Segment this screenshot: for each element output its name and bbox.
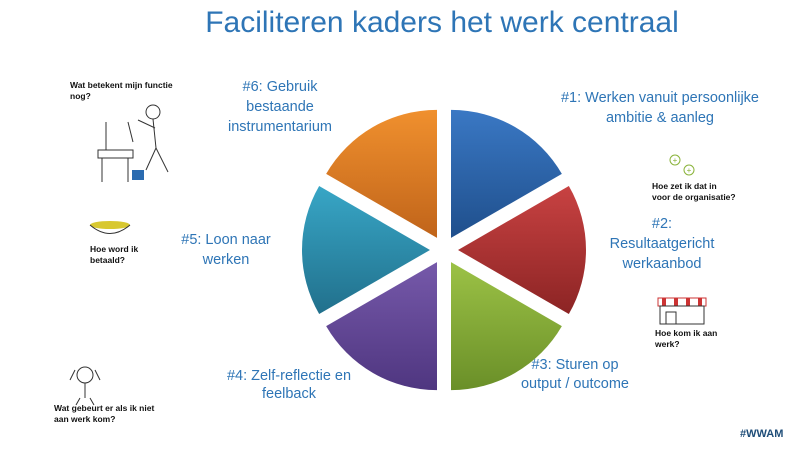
segment-label: feelback xyxy=(262,386,317,402)
segment-label: #3: Sturen op xyxy=(531,357,618,373)
svg-text:+: + xyxy=(673,156,678,165)
segment-label: werken xyxy=(202,252,250,268)
segment-wheel xyxy=(302,109,586,391)
question: Hoe kom ik aan xyxy=(655,328,717,338)
segment-label: #6: Gebruik xyxy=(243,79,319,95)
question: betaald? xyxy=(90,255,125,265)
segment-label: werkaanbod xyxy=(622,256,702,272)
segment xyxy=(458,186,586,314)
segment-label: #4: Zelf-reflectie en xyxy=(227,368,351,384)
question: aan werk kom? xyxy=(54,414,115,424)
segment-label: instrumentarium xyxy=(228,119,332,135)
segment-label: bestaande xyxy=(246,99,314,115)
segment-label: ambitie & aanleg xyxy=(606,110,714,126)
segment-label: #2: xyxy=(652,216,672,232)
segment xyxy=(326,109,437,238)
segment-label: output / outcome xyxy=(521,376,629,392)
question: Hoe word ik xyxy=(90,244,138,254)
question: Wat betekent mijn functie xyxy=(70,80,173,90)
footer: #WWAM xyxy=(740,428,783,440)
icon-shop xyxy=(657,297,707,325)
icon-thinker xyxy=(97,104,169,182)
segment-label: Resultaatgericht xyxy=(610,236,715,252)
question: nog? xyxy=(70,91,91,101)
segment xyxy=(451,262,562,391)
question: Wat gebeurt er als ik niet xyxy=(54,403,154,413)
icon-worried xyxy=(69,366,101,406)
icon-plus: ++ xyxy=(669,154,695,176)
segment xyxy=(302,186,430,314)
segment xyxy=(451,109,562,238)
question: werk? xyxy=(654,339,680,349)
segment-label: #1: Werken vanuit persoonlijke xyxy=(561,90,759,106)
segment xyxy=(326,262,437,391)
question: voor de organisatie? xyxy=(652,192,736,202)
svg-text:+: + xyxy=(687,166,692,175)
segment-label: #5: Loon naar xyxy=(181,232,271,248)
title: Faciliteren kaders het werk centraal xyxy=(205,6,679,39)
labels: #1: Werken vanuit persoonlijke ambitie & … xyxy=(54,79,759,424)
question: Hoe zet ik dat in xyxy=(652,181,717,191)
icon-bowl xyxy=(89,221,131,234)
